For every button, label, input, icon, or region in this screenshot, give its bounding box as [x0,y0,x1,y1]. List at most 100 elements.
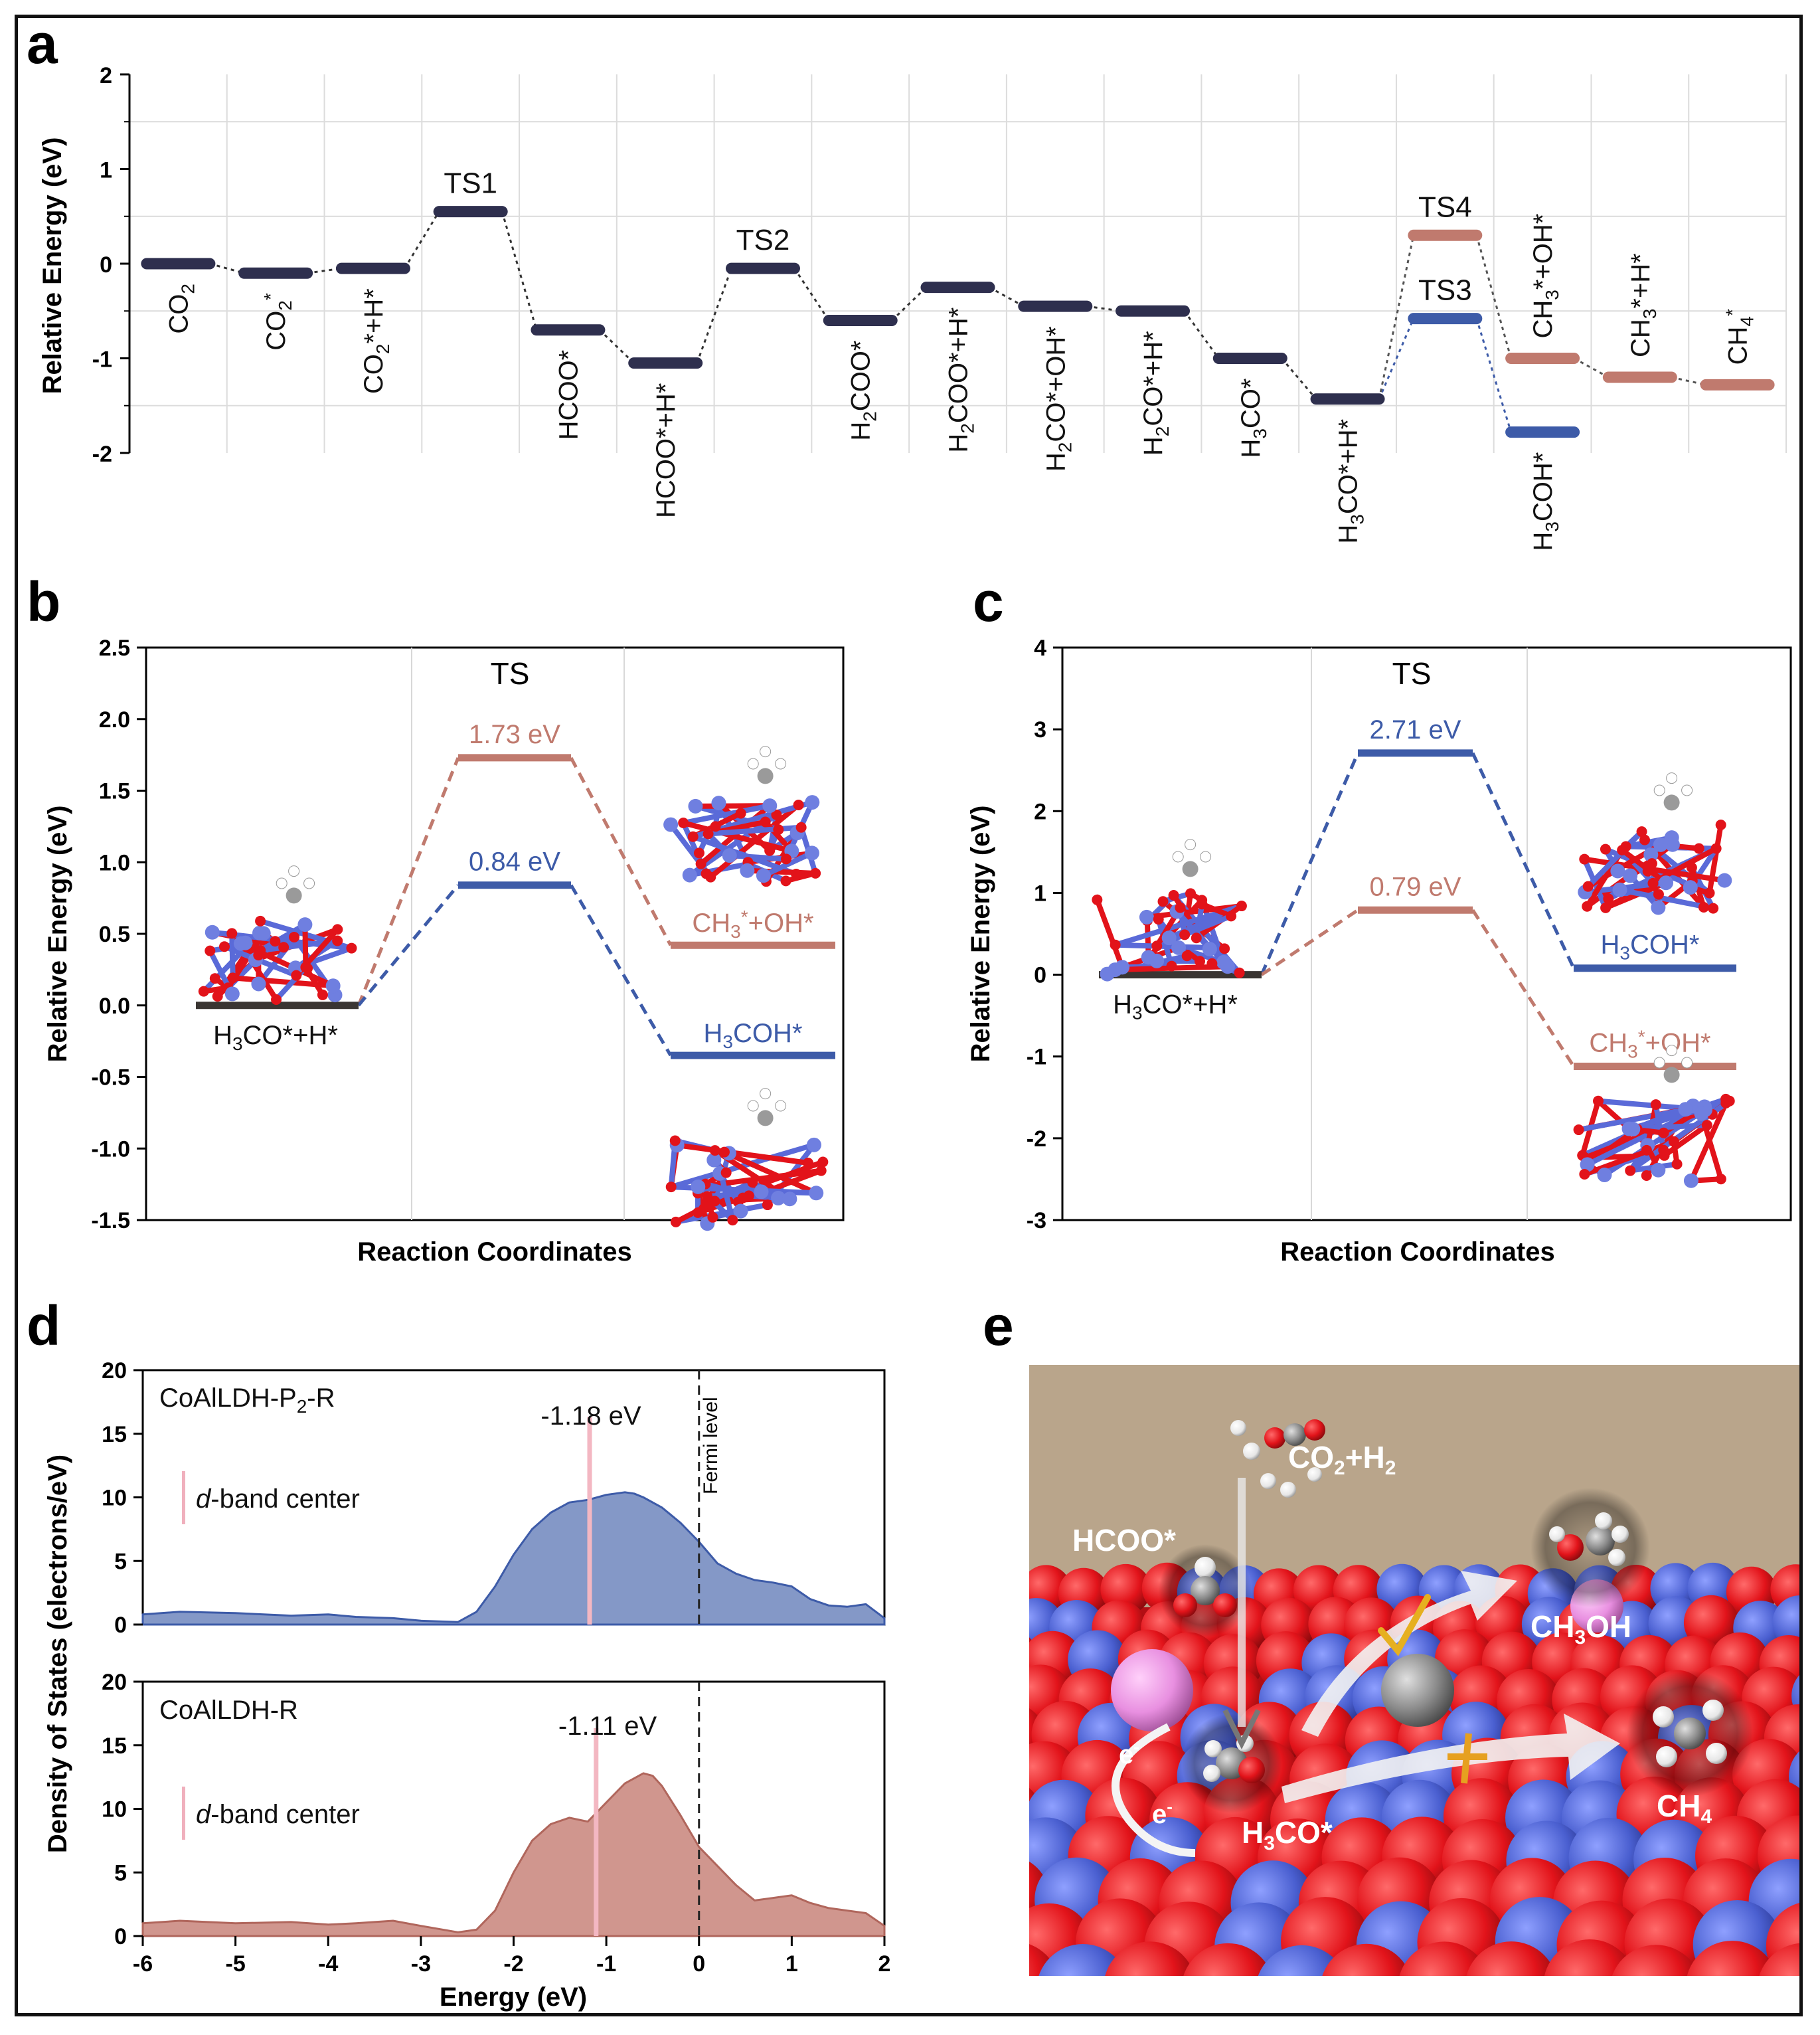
atom [781,853,792,865]
hydrogen-atom [775,758,787,770]
atom [762,1199,773,1211]
panel-c-title: TS [1392,656,1432,691]
surface-carbon-atom [1381,1654,1454,1727]
bond [1585,829,1645,889]
panel-b-title: TS [491,656,530,691]
panel-d-bottom-legend-swatch [182,1787,185,1840]
panel-a-label-HCOO*: HCOO* [554,350,583,440]
tick-label: 2 [1034,799,1046,824]
connector-to-ts [357,757,460,1006]
connector-to-final [569,756,673,946]
carbon-atom [1663,794,1680,811]
bond [1582,1138,1677,1177]
atom [1191,932,1202,944]
hydrogen-atom [1172,851,1184,863]
panel-e-label-methanol: CH3OH [1530,1609,1631,1648]
molecule-atom [1238,1757,1265,1783]
atom [198,986,209,997]
atom [817,1156,829,1168]
molecule-atom [1191,1576,1220,1605]
panel-a-connector [891,286,928,321]
tick-label: 0 [114,1924,127,1949]
atom [1610,863,1625,879]
atom [300,962,311,973]
molecule-atom [1280,1482,1296,1498]
atom [764,845,776,856]
hydrogen-atom [760,1088,772,1100]
atom [332,935,343,946]
atom [727,1215,738,1226]
panel-a-connector [1281,357,1317,400]
ts-energy-label-0: 2.71 eV [1370,715,1461,745]
atom [678,818,689,829]
panel-d-bottom-legend: d-band center [196,1800,360,1829]
atom [1580,1157,1595,1172]
atom [1659,875,1674,891]
atom [1092,894,1103,905]
panel-label-b: b [27,571,60,633]
atom [1197,899,1208,910]
atom [1168,889,1179,901]
arrow-adsorption-head [1222,1709,1261,1749]
bond [1617,887,1716,911]
atom [1650,1099,1661,1110]
bond [1661,1122,1710,1158]
tick-label: 5 [114,1549,127,1574]
atom [695,858,706,869]
structure-initial [198,865,357,1005]
atom [233,936,248,951]
panel-a-label-H2CO*+OH*: H2CO*+OH* [1041,326,1075,472]
tick-label: 0.5 [99,922,130,947]
atom [702,1191,713,1202]
panel-a-label-H3CO*+H*: H3CO*+H* [1334,419,1368,544]
panel-label-d: d [27,1294,60,1357]
atom [663,817,679,832]
tick-label: -2 [503,1951,523,1977]
atom [1573,1124,1584,1136]
atom [1693,843,1704,854]
surface-atom [1534,1985,1631,2035]
atom [1617,845,1628,856]
formate-molecule [1159,1544,1252,1637]
panel-d-bottom-name: CoAlLDH-R [159,1696,298,1725]
atom [670,1216,681,1227]
molecule-atom [1706,1743,1727,1764]
surface-atom [1544,1939,1635,1976]
tick-label: -5 [226,1951,246,1977]
atom [1179,929,1191,940]
atom [1139,909,1154,925]
tick-label: 1 [786,1951,798,1977]
panel-a-connector [1378,234,1415,400]
hydrogen-atom [303,877,315,889]
molecule-atom [1612,1526,1629,1543]
panel-a-energy-profile: 2 1 0 -1 -2 Relative Energy (eV) CO2 CO2* CO2*… [38,63,1787,551]
carbon-atom [1663,1067,1680,1083]
panel-a-connector [1475,318,1513,433]
panel-b-annotations: 1.73 eV 0.84 eV H3CO*+H* CH3*+OH* H3COH* [213,720,814,1054]
label-final-methane: CH3*+OH* [1589,1026,1710,1061]
connector-to-final [1471,909,1576,1067]
structure-methane [1573,1045,1735,1188]
atom [1625,1165,1636,1176]
molecule-atom [1595,1512,1612,1530]
panel-a-label-CO2*: CO2* [260,293,295,351]
atom [1151,940,1163,952]
figure-frame [15,15,1803,2016]
atom [1671,1158,1683,1170]
panel-a-tick-label: -1 [92,347,112,373]
hydrogen-atom [1200,851,1212,863]
panel-a-connector [1086,305,1121,312]
atom [780,875,791,887]
surface-atom [1610,1984,1707,2035]
surface-atom [1162,1987,1259,2035]
panel-d-top-name: CoAlLDH-P2-R [159,1383,335,1417]
molecule-atom [1203,1765,1220,1782]
atom [754,1184,769,1199]
panel-a-connector [793,268,830,321]
atom [255,944,266,956]
atom [665,1182,677,1193]
atom [703,828,714,840]
panel-d-top-dband-label: -1.18 eV [540,1401,641,1431]
molecule-atom [1557,1534,1584,1561]
